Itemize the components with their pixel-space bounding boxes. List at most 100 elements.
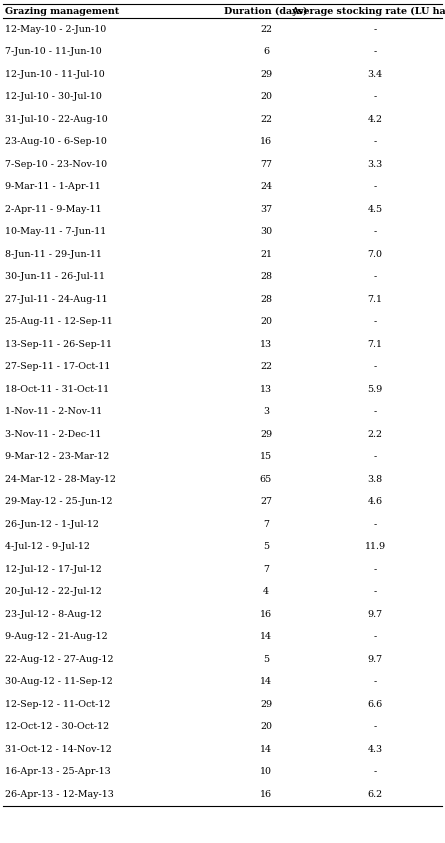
Text: 4-Jul-12 - 9-Jul-12: 4-Jul-12 - 9-Jul-12 xyxy=(5,542,90,551)
Text: 14: 14 xyxy=(260,632,272,642)
Text: -: - xyxy=(373,137,376,146)
Text: 3: 3 xyxy=(263,407,269,416)
Text: 12-Sep-12 - 11-Oct-12: 12-Sep-12 - 11-Oct-12 xyxy=(5,700,110,709)
Text: 30: 30 xyxy=(260,228,272,236)
Text: 12-Oct-12 - 30-Oct-12: 12-Oct-12 - 30-Oct-12 xyxy=(5,722,109,731)
Text: -: - xyxy=(373,362,376,371)
Text: 16-Apr-13 - 25-Apr-13: 16-Apr-13 - 25-Apr-13 xyxy=(5,767,111,776)
Text: -: - xyxy=(373,677,376,686)
Text: 10: 10 xyxy=(260,767,272,776)
Text: 22-Aug-12 - 27-Aug-12: 22-Aug-12 - 27-Aug-12 xyxy=(5,655,113,663)
Text: -: - xyxy=(373,24,376,34)
Text: 26-Jun-12 - 1-Jul-12: 26-Jun-12 - 1-Jul-12 xyxy=(5,520,99,529)
Text: 5: 5 xyxy=(263,655,269,663)
Text: Average stocking rate (LU ha⁻¹): Average stocking rate (LU ha⁻¹) xyxy=(291,7,445,15)
Text: 27: 27 xyxy=(260,497,272,507)
Text: 65: 65 xyxy=(260,475,272,484)
Text: 13: 13 xyxy=(260,340,272,349)
Text: 4.3: 4.3 xyxy=(368,744,383,754)
Text: 20: 20 xyxy=(260,722,272,731)
Text: Grazing management: Grazing management xyxy=(5,7,119,15)
Text: 12-Jul-10 - 30-Jul-10: 12-Jul-10 - 30-Jul-10 xyxy=(5,92,102,101)
Text: 14: 14 xyxy=(260,744,272,754)
Text: 5: 5 xyxy=(263,542,269,551)
Text: 29: 29 xyxy=(260,430,272,438)
Text: 22: 22 xyxy=(260,362,272,371)
Text: 18-Oct-11 - 31-Oct-11: 18-Oct-11 - 31-Oct-11 xyxy=(5,384,109,394)
Text: -: - xyxy=(373,317,376,326)
Text: -: - xyxy=(373,182,376,191)
Text: 2.2: 2.2 xyxy=(368,430,383,438)
Text: 7: 7 xyxy=(263,520,269,529)
Text: 9.7: 9.7 xyxy=(368,609,383,619)
Text: 7.1: 7.1 xyxy=(368,340,383,349)
Text: -: - xyxy=(373,452,376,461)
Text: 7-Jun-10 - 11-Jun-10: 7-Jun-10 - 11-Jun-10 xyxy=(5,47,102,56)
Text: 9-Mar-11 - 1-Apr-11: 9-Mar-11 - 1-Apr-11 xyxy=(5,182,101,191)
Text: 23-Jul-12 - 8-Aug-12: 23-Jul-12 - 8-Aug-12 xyxy=(5,609,102,619)
Text: 7.0: 7.0 xyxy=(368,250,383,259)
Text: -: - xyxy=(373,588,376,596)
Text: 6.6: 6.6 xyxy=(368,700,383,709)
Text: 29-May-12 - 25-Jun-12: 29-May-12 - 25-Jun-12 xyxy=(5,497,113,507)
Text: 29: 29 xyxy=(260,700,272,709)
Text: 27-Jul-11 - 24-Aug-11: 27-Jul-11 - 24-Aug-11 xyxy=(5,295,108,303)
Text: 20: 20 xyxy=(260,317,272,326)
Text: -: - xyxy=(373,407,376,416)
Text: -: - xyxy=(373,722,376,731)
Text: 7-Sep-10 - 23-Nov-10: 7-Sep-10 - 23-Nov-10 xyxy=(5,160,107,169)
Text: 25-Aug-11 - 12-Sep-11: 25-Aug-11 - 12-Sep-11 xyxy=(5,317,113,326)
Text: 1-Nov-11 - 2-Nov-11: 1-Nov-11 - 2-Nov-11 xyxy=(5,407,102,416)
Text: 30-Jun-11 - 26-Jul-11: 30-Jun-11 - 26-Jul-11 xyxy=(5,272,105,282)
Text: 4.5: 4.5 xyxy=(368,205,383,214)
Text: 12-Jun-10 - 11-Jul-10: 12-Jun-10 - 11-Jul-10 xyxy=(5,70,105,78)
Text: 9.7: 9.7 xyxy=(368,655,383,663)
Text: 5.9: 5.9 xyxy=(368,384,383,394)
Text: 6.2: 6.2 xyxy=(368,790,383,799)
Text: 7.1: 7.1 xyxy=(368,295,383,303)
Text: 31-Jul-10 - 22-Aug-10: 31-Jul-10 - 22-Aug-10 xyxy=(5,115,108,124)
Text: -: - xyxy=(373,272,376,282)
Text: 22: 22 xyxy=(260,115,272,124)
Text: 20: 20 xyxy=(260,92,272,101)
Text: 3-Nov-11 - 2-Dec-11: 3-Nov-11 - 2-Dec-11 xyxy=(5,430,101,438)
Text: 26-Apr-13 - 12-May-13: 26-Apr-13 - 12-May-13 xyxy=(5,790,114,799)
Text: -: - xyxy=(373,228,376,236)
Text: 12-Jul-12 - 17-Jul-12: 12-Jul-12 - 17-Jul-12 xyxy=(5,565,102,574)
Text: Duration (days): Duration (days) xyxy=(224,7,308,15)
Text: 77: 77 xyxy=(260,160,272,169)
Text: 8-Jun-11 - 29-Jun-11: 8-Jun-11 - 29-Jun-11 xyxy=(5,250,102,259)
Text: 28: 28 xyxy=(260,295,272,303)
Text: 14: 14 xyxy=(260,677,272,686)
Text: 30-Aug-12 - 11-Sep-12: 30-Aug-12 - 11-Sep-12 xyxy=(5,677,113,686)
Text: 16: 16 xyxy=(260,790,272,799)
Text: 6: 6 xyxy=(263,47,269,56)
Text: 12-May-10 - 2-Jun-10: 12-May-10 - 2-Jun-10 xyxy=(5,24,106,34)
Text: 24: 24 xyxy=(260,182,272,191)
Text: 2-Apr-11 - 9-May-11: 2-Apr-11 - 9-May-11 xyxy=(5,205,101,214)
Text: 13: 13 xyxy=(260,384,272,394)
Text: 3.4: 3.4 xyxy=(368,70,383,78)
Text: 7: 7 xyxy=(263,565,269,574)
Text: 16: 16 xyxy=(260,609,272,619)
Text: 28: 28 xyxy=(260,272,272,282)
Text: 15: 15 xyxy=(260,452,272,461)
Text: 10-May-11 - 7-Jun-11: 10-May-11 - 7-Jun-11 xyxy=(5,228,106,236)
Text: 31-Oct-12 - 14-Nov-12: 31-Oct-12 - 14-Nov-12 xyxy=(5,744,112,754)
Text: -: - xyxy=(373,520,376,529)
Text: 11.9: 11.9 xyxy=(364,542,385,551)
Text: 9-Aug-12 - 21-Aug-12: 9-Aug-12 - 21-Aug-12 xyxy=(5,632,108,642)
Text: 20-Jul-12 - 22-Jul-12: 20-Jul-12 - 22-Jul-12 xyxy=(5,588,102,596)
Text: 29: 29 xyxy=(260,70,272,78)
Text: 4.6: 4.6 xyxy=(368,497,383,507)
Text: 27-Sep-11 - 17-Oct-11: 27-Sep-11 - 17-Oct-11 xyxy=(5,362,110,371)
Text: 4: 4 xyxy=(263,588,269,596)
Text: -: - xyxy=(373,47,376,56)
Text: -: - xyxy=(373,565,376,574)
Text: -: - xyxy=(373,632,376,642)
Text: 3.3: 3.3 xyxy=(368,160,383,169)
Text: 21: 21 xyxy=(260,250,272,259)
Text: -: - xyxy=(373,92,376,101)
Text: -: - xyxy=(373,767,376,776)
Text: 13-Sep-11 - 26-Sep-11: 13-Sep-11 - 26-Sep-11 xyxy=(5,340,112,349)
